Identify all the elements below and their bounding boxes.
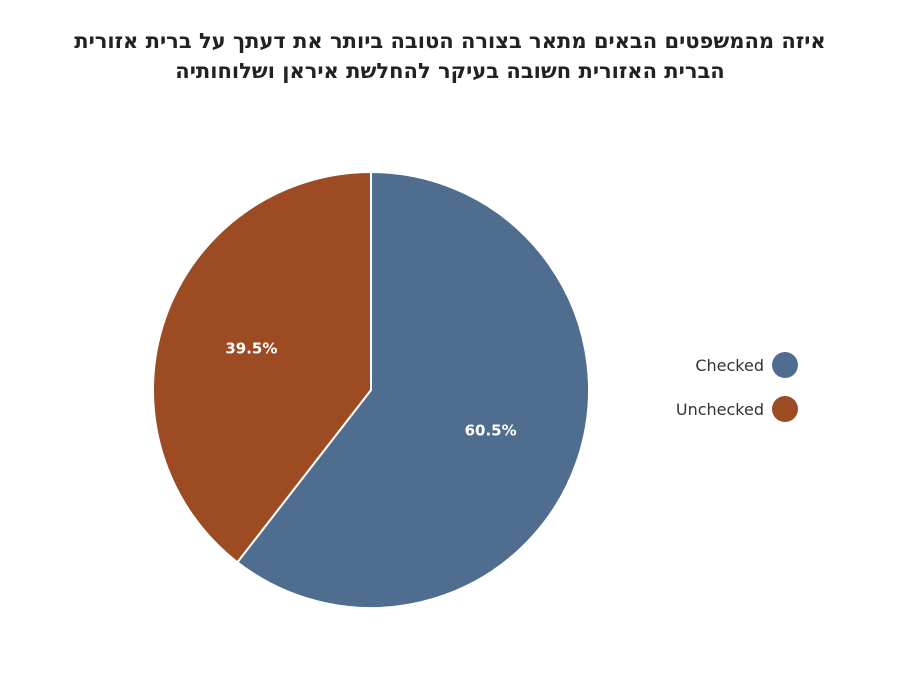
pie-slice-checked[interactable] bbox=[235, 170, 590, 609]
legend-item-checked[interactable]: Checked bbox=[695, 352, 798, 378]
pie-slice-label-unchecked: 39.5% bbox=[225, 340, 277, 358]
legend-item-unchecked[interactable]: Unchecked bbox=[676, 396, 798, 422]
legend-swatch-checked bbox=[772, 352, 798, 378]
chart-title-line-1: איזה מהמשפטים הבאים מתאר בצורה הטובה ביו… bbox=[74, 29, 826, 53]
pie-slice-label-checked: 60.5% bbox=[465, 421, 517, 439]
pie-slices bbox=[152, 170, 590, 609]
legend-label-unchecked: Unchecked bbox=[675, 399, 764, 419]
legend: Checked Unchecked bbox=[676, 352, 798, 422]
chart-title: איזה מהמשפטים הבאים מתאר בצורה הטובה ביו… bbox=[40, 26, 860, 86]
chart-title-line-2: הברית האזורית חשובה בעיקר להחלשת איראן ו… bbox=[175, 59, 725, 83]
pie-slice-unchecked[interactable] bbox=[152, 170, 372, 564]
legend-label-checked: Checked bbox=[695, 355, 764, 375]
pie-slice-labels: 60.5% 39.5% bbox=[225, 340, 516, 440]
legend-swatch-unchecked bbox=[772, 396, 798, 422]
